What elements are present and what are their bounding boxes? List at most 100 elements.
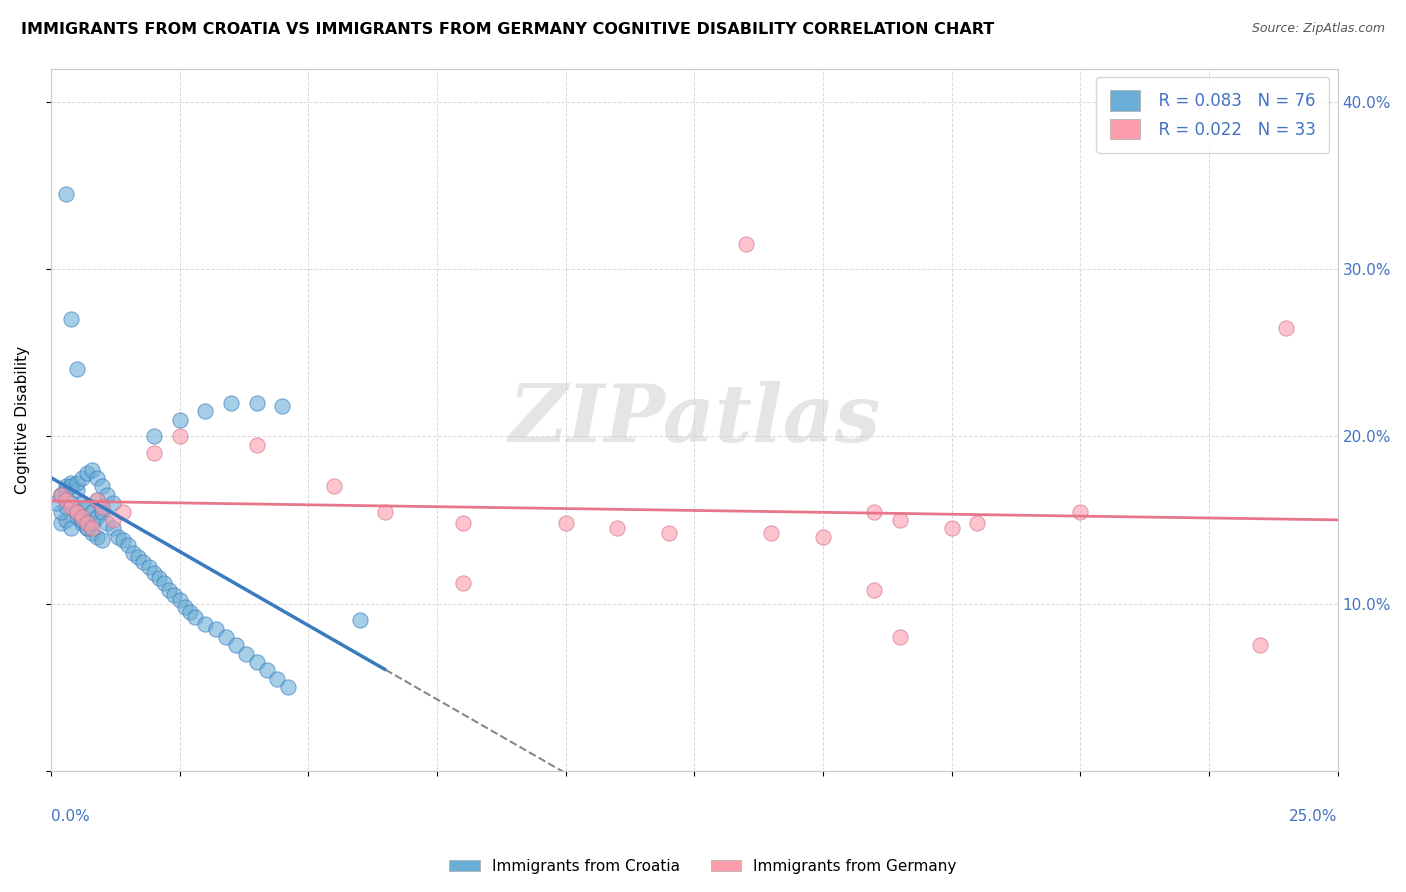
- Point: [70, 513, 93, 527]
- Point: [60, 312, 83, 326]
- Point: [107, 530, 129, 544]
- Y-axis label: Cognitive Disability: Cognitive Disability: [15, 345, 30, 493]
- Point: [277, 680, 299, 694]
- Point: [76, 516, 98, 531]
- Point: [55, 186, 77, 201]
- Point: [96, 488, 118, 502]
- Point: [349, 613, 371, 627]
- Point: [122, 546, 145, 560]
- Point: [60, 500, 83, 514]
- Point: [266, 672, 288, 686]
- Point: [179, 605, 201, 619]
- Point: [153, 576, 176, 591]
- Point: [194, 616, 217, 631]
- Point: [184, 610, 207, 624]
- Point: [235, 647, 257, 661]
- Point: [49, 488, 72, 502]
- Point: [111, 505, 134, 519]
- Point: [246, 438, 269, 452]
- Point: [80, 505, 103, 519]
- Point: [219, 396, 242, 410]
- Point: [606, 521, 628, 535]
- Point: [86, 471, 108, 485]
- Point: [323, 479, 346, 493]
- Point: [173, 599, 195, 614]
- Point: [863, 583, 886, 598]
- Point: [91, 479, 114, 493]
- Point: [169, 412, 191, 426]
- Point: [49, 516, 72, 531]
- Point: [138, 559, 160, 574]
- Point: [65, 505, 87, 519]
- Point: [966, 516, 988, 531]
- Point: [76, 521, 98, 535]
- Point: [91, 505, 114, 519]
- Point: [1069, 505, 1091, 519]
- Point: [225, 638, 247, 652]
- Point: [80, 516, 103, 531]
- Point: [65, 362, 87, 376]
- Point: [761, 526, 783, 541]
- Point: [889, 513, 911, 527]
- Point: [889, 630, 911, 644]
- Point: [45, 496, 67, 510]
- Point: [96, 516, 118, 531]
- Point: [80, 521, 103, 535]
- Point: [148, 571, 170, 585]
- Point: [86, 530, 108, 544]
- Point: [554, 516, 576, 531]
- Point: [91, 500, 114, 514]
- Point: [734, 237, 756, 252]
- Point: [246, 396, 269, 410]
- Point: [163, 588, 186, 602]
- Point: [55, 483, 77, 497]
- Point: [142, 446, 165, 460]
- Point: [86, 509, 108, 524]
- Point: [246, 655, 269, 669]
- Point: [132, 555, 155, 569]
- Point: [65, 505, 87, 519]
- Point: [91, 533, 114, 547]
- Point: [60, 521, 83, 535]
- Point: [49, 505, 72, 519]
- Point: [55, 500, 77, 514]
- Point: [55, 492, 77, 507]
- Point: [76, 500, 98, 514]
- Point: [101, 496, 124, 510]
- Text: 0.0%: 0.0%: [51, 809, 90, 824]
- Legend:   R = 0.083   N = 76,   R = 0.022   N = 33: R = 0.083 N = 76, R = 0.022 N = 33: [1097, 77, 1329, 153]
- Point: [101, 513, 124, 527]
- Point: [941, 521, 963, 535]
- Point: [111, 533, 134, 547]
- Point: [60, 479, 83, 493]
- Point: [65, 509, 87, 524]
- Point: [55, 513, 77, 527]
- Legend: Immigrants from Croatia, Immigrants from Germany: Immigrants from Croatia, Immigrants from…: [443, 853, 963, 880]
- Point: [127, 549, 149, 564]
- Point: [194, 404, 217, 418]
- Point: [374, 505, 396, 519]
- Point: [76, 521, 98, 535]
- Point: [157, 583, 180, 598]
- Point: [811, 530, 834, 544]
- Point: [1275, 320, 1298, 334]
- Point: [117, 538, 139, 552]
- Point: [863, 505, 886, 519]
- Point: [657, 526, 679, 541]
- Text: Source: ZipAtlas.com: Source: ZipAtlas.com: [1251, 22, 1385, 36]
- Point: [204, 622, 226, 636]
- Point: [70, 471, 93, 485]
- Point: [101, 521, 124, 535]
- Point: [65, 483, 87, 497]
- Point: [86, 492, 108, 507]
- Point: [49, 488, 72, 502]
- Point: [80, 463, 103, 477]
- Text: 25.0%: 25.0%: [1289, 809, 1337, 824]
- Point: [169, 429, 191, 443]
- Text: ZIPatlas: ZIPatlas: [508, 381, 880, 458]
- Point: [1249, 638, 1271, 652]
- Point: [169, 593, 191, 607]
- Point: [60, 496, 83, 510]
- Point: [70, 509, 93, 524]
- Point: [215, 630, 238, 644]
